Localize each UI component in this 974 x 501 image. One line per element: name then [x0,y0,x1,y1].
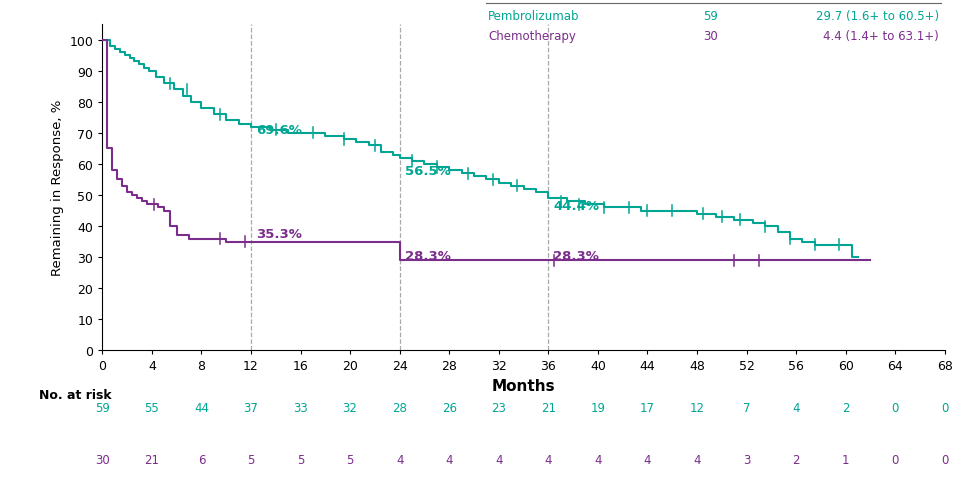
Text: 4: 4 [793,401,800,414]
Text: 4: 4 [594,453,602,466]
Text: 0: 0 [891,453,899,466]
Text: 5: 5 [247,453,254,466]
Text: 4: 4 [445,453,453,466]
Text: 21: 21 [541,401,556,414]
Text: 28.3%: 28.3% [553,249,599,263]
Text: 28.3%: 28.3% [404,249,450,263]
Text: 0: 0 [891,401,899,414]
Text: 30: 30 [94,453,110,466]
X-axis label: Months: Months [492,378,555,393]
Text: No. at risk: No. at risk [39,388,112,401]
Text: 0: 0 [941,453,949,466]
Text: 7: 7 [743,401,750,414]
Text: 59: 59 [703,11,718,24]
Text: 4.4 (1.4+ to 63.1+): 4.4 (1.4+ to 63.1+) [823,30,939,43]
Text: 4: 4 [395,453,403,466]
Text: 5: 5 [347,453,354,466]
Text: 2: 2 [842,401,849,414]
Text: 55: 55 [144,401,159,414]
Text: 17: 17 [640,401,655,414]
Text: Pembrolizumab: Pembrolizumab [488,11,580,24]
Text: 2: 2 [793,453,800,466]
Text: 4: 4 [544,453,552,466]
Text: 6: 6 [198,453,206,466]
Text: 69.6%: 69.6% [256,124,302,137]
Text: 28: 28 [393,401,407,414]
Text: 19: 19 [590,401,606,414]
Text: 4: 4 [495,453,503,466]
Text: 59: 59 [94,401,110,414]
Text: 26: 26 [441,401,457,414]
Text: 21: 21 [144,453,160,466]
Text: 37: 37 [244,401,258,414]
Text: 3: 3 [743,453,750,466]
Text: 44.4%: 44.4% [553,200,599,213]
Text: 32: 32 [343,401,357,414]
Text: 4: 4 [644,453,652,466]
Text: 29.7 (1.6+ to 60.5+): 29.7 (1.6+ to 60.5+) [816,11,939,24]
Text: 56.5%: 56.5% [404,164,450,177]
Text: 44: 44 [194,401,208,414]
Y-axis label: Remaining in Response, %: Remaining in Response, % [51,100,64,276]
Text: 1: 1 [842,453,849,466]
Text: 23: 23 [491,401,506,414]
Text: 0: 0 [941,401,949,414]
Text: 30: 30 [703,30,718,43]
Text: 5: 5 [297,453,304,466]
Text: Chemotherapy: Chemotherapy [488,30,576,43]
Text: 35.3%: 35.3% [256,228,302,241]
Text: 12: 12 [690,401,704,414]
Text: 33: 33 [293,401,308,414]
Text: 4: 4 [693,453,700,466]
